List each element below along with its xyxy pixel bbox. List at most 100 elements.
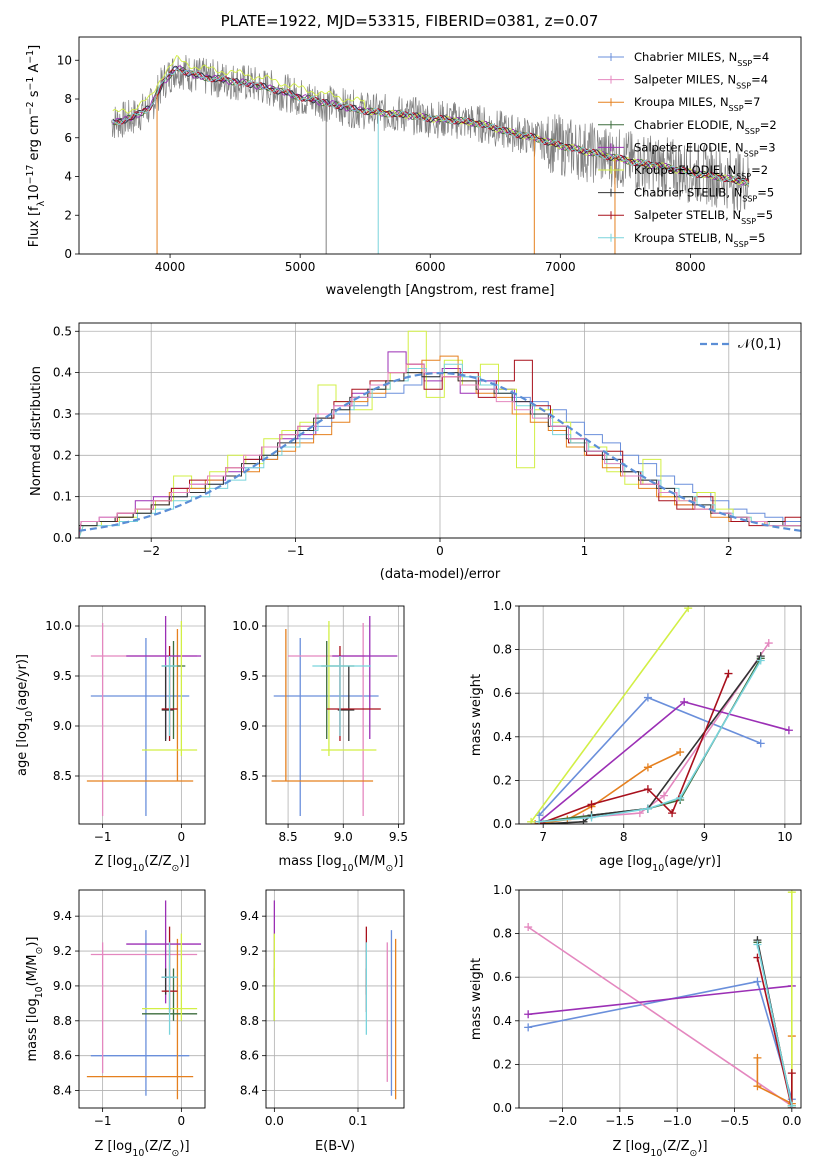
- mass-vs-metallicity-panel: −1 0 8.4 8.6 8.8 9.0 9.2 9.4 Z [log10(Z/Z⊙)] mass…: [25, 889, 206, 1159]
- x-tick-label: 0.0: [265, 1114, 284, 1128]
- legend-label: Chabrier STELIB, NSSP=5: [634, 186, 774, 204]
- series-line: [528, 985, 792, 1016]
- x-axis-label: Z [log10(Z/Z⊙)]: [94, 854, 189, 874]
- axes-frame: [265, 605, 405, 825]
- model-spectrum-line: [112, 69, 750, 183]
- plot-area: [111, 54, 750, 254]
- y-tick-label: 10: [57, 53, 72, 67]
- x-tick-label: 0: [178, 1114, 186, 1128]
- x-axis-label: age [log10(age/yr)]: [599, 854, 721, 874]
- y-tick-label: 8.8: [240, 1014, 259, 1028]
- data-point-marker: [660, 791, 669, 800]
- y-tick-label: 0.4: [493, 730, 512, 744]
- data-point-marker: [787, 890, 796, 897]
- x-tick-label: 7000: [545, 260, 576, 274]
- x-tick-label: −1.5: [605, 1114, 634, 1128]
- x-tick-label: 6000: [415, 260, 446, 274]
- plot-area: [86, 616, 202, 816]
- series-line: [756, 944, 793, 1106]
- series-line: [756, 957, 793, 1108]
- legend-label: Chabrier MILES, NSSP=4: [634, 50, 769, 68]
- data-point-marker: [753, 1082, 762, 1091]
- y-tick-label: 8.6: [240, 1049, 259, 1063]
- x-axis-label: (data-model)/error: [380, 567, 501, 582]
- data-point-marker: [753, 1053, 762, 1062]
- age-vs-metallicity-panel: −1 0 8.5 9.0 9.5 10.0 Z [log10(Z/Z⊙)] age [log1…: [15, 605, 206, 874]
- y-axis-label: Normed distribution: [29, 366, 44, 496]
- data-point-marker: [524, 1023, 533, 1032]
- x-tick-label: 9: [700, 830, 708, 844]
- legend-label: Salpeter MILES, NSSP=4: [634, 73, 768, 91]
- data-point-marker: [643, 763, 652, 772]
- y-tick-label: 8.4: [53, 1084, 72, 1098]
- x-axis-label: Z [log10(Z/Z⊙)]: [94, 1139, 189, 1159]
- x-axis-label: E(B-V): [315, 1139, 355, 1154]
- y-tick-label: 8.8: [53, 1014, 72, 1028]
- x-axis-label: wavelength [Angstrom, rest frame]: [326, 283, 555, 298]
- y-tick-label: 9.0: [240, 979, 259, 993]
- y-axis-label: mass [log10(M/M⊙)]: [25, 937, 45, 1062]
- x-tick-label: −0.5: [720, 1114, 749, 1128]
- y-tick-label: 9.5: [53, 669, 72, 683]
- legend-label: Kroupa STELIB, NSSP=5: [634, 231, 765, 249]
- y-tick-label: 8.5: [240, 769, 259, 783]
- legend-label: 𝒩(0,1): [738, 337, 781, 352]
- x-tick-label: 10: [777, 830, 792, 844]
- x-axis-label: Z [log10(Z/Z⊙)]: [612, 1139, 707, 1159]
- axes-frame: [78, 889, 206, 1109]
- model-spectrum-line: [112, 67, 750, 186]
- histogram-step: [79, 351, 801, 538]
- y-tick-label: 0.4: [493, 1014, 512, 1028]
- y-tick-label: 0: [64, 247, 72, 261]
- y-axis-label: Flux [fλ10−17 erg cm−2 s−1 A−1]: [25, 45, 47, 247]
- y-tick-label: 9.2: [53, 944, 72, 958]
- x-tick-label: 0.1: [348, 1114, 367, 1128]
- x-tick-label: 5000: [285, 260, 316, 274]
- data-point-marker: [787, 1101, 796, 1108]
- data-point-marker: [724, 669, 733, 678]
- x-tick-label: 7: [539, 830, 547, 844]
- y-tick-label: 0.2: [53, 448, 72, 462]
- y-tick-label: 9.0: [240, 719, 259, 733]
- data-point-marker: [587, 813, 596, 822]
- series-line: [527, 926, 793, 1107]
- y-tick-label: 0.6: [493, 970, 512, 984]
- x-tick-label: 8.5: [279, 830, 298, 844]
- axes-frame: [78, 36, 802, 255]
- data-point-marker: [787, 1069, 796, 1078]
- weight-vs-metallicity-panel: −2.0 −1.5 −1.0 −0.5 0.0 0.0 0.2 0.4 0.6 0.8 1.0 Z […: [469, 883, 802, 1159]
- axes-frame: [518, 889, 802, 1109]
- data-point-marker: [643, 804, 652, 813]
- x-tick-label: −1: [94, 1114, 112, 1128]
- data-point-marker: [524, 1010, 533, 1019]
- data-point-marker: [753, 940, 762, 949]
- data-point-marker: [668, 809, 677, 818]
- y-tick-label: 1.0: [493, 883, 512, 897]
- y-tick-label: 9.2: [240, 944, 259, 958]
- y-axis-label: mass weight: [469, 674, 484, 756]
- data-point-marker: [764, 639, 773, 648]
- y-tick-label: 10.0: [232, 619, 259, 633]
- plot-area: [79, 330, 801, 538]
- legend-label: Kroupa ELODIE, NSSP=2: [634, 163, 768, 181]
- series-line: [528, 980, 793, 1100]
- histogram-step: [79, 359, 801, 538]
- axes-frame: [518, 605, 802, 825]
- normal-curve: [79, 371, 801, 532]
- weight-vs-age-panel: 7 8 9 10 0.0 0.2 0.4 0.6 0.8 1.0 age [log10(age/yr…: [469, 599, 802, 874]
- y-tick-label: 1.0: [493, 599, 512, 613]
- axes-frame: [78, 605, 206, 825]
- x-tick-label: 9.0: [334, 830, 353, 844]
- y-tick-label: 9.5: [240, 669, 259, 683]
- data-point-marker: [684, 606, 693, 613]
- y-tick-label: 0.3: [53, 407, 72, 421]
- histogram-step: [79, 330, 801, 538]
- x-tick-label: 4000: [155, 260, 186, 274]
- y-tick-label: 0.2: [493, 773, 512, 787]
- legend-label: Salpeter STELIB, NSSP=5: [634, 208, 773, 226]
- page-title: PLATE=1922, MJD=53315, FIBERID=0381, z=0…: [220, 12, 599, 30]
- plot-area: [86, 900, 202, 1100]
- y-tick-label: 8.6: [53, 1049, 72, 1063]
- data-point-marker: [579, 817, 588, 824]
- series-line: [756, 1036, 793, 1108]
